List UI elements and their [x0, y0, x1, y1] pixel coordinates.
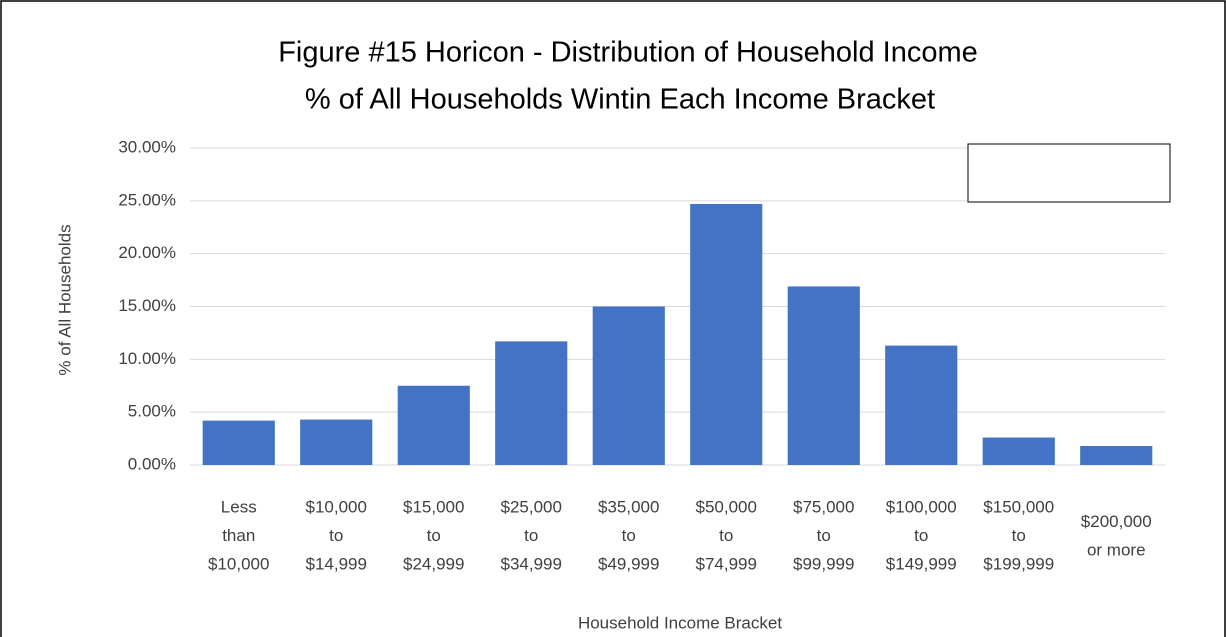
x-tick-label-line: $100,000: [886, 498, 957, 517]
x-tick-label-line: $150,000: [983, 498, 1054, 517]
x-tick-label-line: $199,999: [983, 555, 1054, 574]
bar: [202, 420, 275, 465]
x-tick-label-line: to: [719, 526, 733, 545]
x-axis-label: Household Income Bracket: [578, 613, 782, 632]
x-tick-label: $100,000 to $149,999: [886, 498, 957, 574]
x-tick-label: $25,000 to $34,999: [501, 498, 562, 574]
x-tick-label-line: to: [817, 526, 831, 545]
x-tick-label-line: $14,999: [306, 555, 367, 574]
x-tick-label-line: $25,000: [501, 498, 562, 517]
x-tick-label: $50,000 to $74,999: [696, 498, 757, 574]
bar: [592, 306, 665, 465]
y-tick-label: 15.00%: [118, 296, 176, 315]
x-tick-label-line: $75,000: [793, 498, 854, 517]
x-tick-label-line: $24,999: [403, 555, 464, 574]
x-tick-label: $15,000 to $24,999: [403, 498, 464, 574]
y-tick-label: 5.00%: [128, 402, 176, 421]
bar: [787, 286, 860, 465]
bar: [495, 341, 568, 465]
y-tick-label: 0.00%: [128, 454, 176, 473]
x-tick-label-line: than: [222, 526, 255, 545]
x-tick-label-line: $10,000: [306, 498, 367, 517]
x-tick-label: $75,000 to $99,999: [793, 498, 854, 574]
x-tick-label-line: to: [1012, 526, 1026, 545]
bar: [397, 385, 470, 465]
x-tick-label: Less than $10,000: [208, 498, 269, 574]
chart-subtitle: % of All Households Wintin Each Income B…: [305, 84, 935, 116]
x-tick-label-line: $74,999: [696, 555, 757, 574]
y-tick-label: 10.00%: [118, 349, 176, 368]
y-tick-label: 30.00%: [118, 137, 176, 156]
x-tick-label-line: to: [622, 526, 636, 545]
y-axis-label: % of All Households: [55, 224, 74, 375]
y-tick-label: 20.00%: [118, 243, 176, 262]
x-tick-label-line: $99,999: [793, 555, 854, 574]
bar: [300, 419, 373, 465]
x-tick-label-line: $34,999: [501, 555, 562, 574]
bar: [690, 204, 763, 465]
x-tick-label-line: to: [427, 526, 441, 545]
bar: [885, 345, 958, 465]
x-tick-label-line: $49,999: [598, 555, 659, 574]
x-tick-label-line: $15,000: [403, 498, 464, 517]
x-tick-label-line: or more: [1087, 541, 1146, 560]
x-tick-label-line: $200,000: [1081, 512, 1152, 531]
bar: [982, 437, 1055, 465]
y-tick-label: 25.00%: [118, 190, 176, 209]
x-tick-label-line: Less: [221, 498, 257, 517]
x-tick-label-line: $149,999: [886, 555, 957, 574]
x-tick-label: $200,000 or more: [1081, 512, 1152, 560]
x-tick-label: $35,000 to $49,999: [598, 498, 659, 574]
x-tick-label: $150,000 to $199,999: [983, 498, 1054, 574]
x-tick-label-line: to: [329, 526, 343, 545]
x-tick-label-line: $35,000: [598, 498, 659, 517]
chart-title: Figure #15 Horicon - Distribution of Hou…: [278, 37, 978, 69]
x-tick-label: $10,000 to $14,999: [306, 498, 367, 574]
x-tick-label-line: to: [914, 526, 928, 545]
x-tick-label-line: $50,000: [696, 498, 757, 517]
bar: [1080, 445, 1153, 465]
x-tick-label-line: $10,000: [208, 555, 269, 574]
x-tick-label-line: to: [524, 526, 538, 545]
legend-box: [967, 143, 1171, 203]
